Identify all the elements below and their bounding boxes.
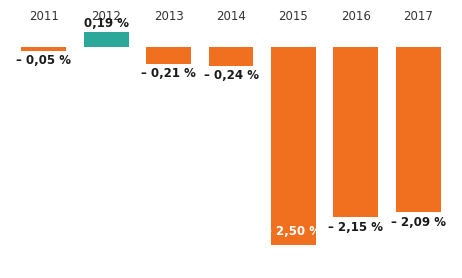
Text: – 0,05 %: – 0,05 % [16, 54, 71, 67]
Text: – 2,50 %: – 2,50 % [266, 225, 321, 239]
Text: – 0,24 %: – 0,24 % [203, 69, 259, 82]
Text: 2017: 2017 [403, 10, 433, 23]
Text: – 2,15 %: – 2,15 % [328, 221, 383, 234]
Text: 2015: 2015 [279, 10, 308, 23]
Text: – 2,09 %: – 2,09 % [391, 216, 446, 229]
Text: 0,19 %: 0,19 % [84, 17, 128, 30]
Bar [21, 47, 66, 51]
Text: 2011: 2011 [29, 10, 59, 23]
Bar [396, 47, 441, 212]
Bar [84, 32, 128, 47]
Bar [271, 47, 316, 245]
Bar [146, 47, 191, 64]
Text: 2014: 2014 [216, 10, 246, 23]
Text: 2013: 2013 [154, 10, 183, 23]
Text: – 0,21 %: – 0,21 % [141, 67, 196, 80]
Text: 2016: 2016 [341, 10, 371, 23]
Bar [334, 47, 378, 217]
Text: 2012: 2012 [91, 10, 121, 23]
Bar [208, 47, 254, 66]
